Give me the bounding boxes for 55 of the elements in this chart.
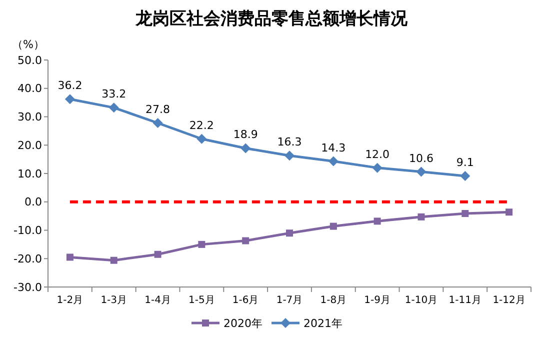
y-tick-label: -30.0 [14, 280, 42, 294]
point [328, 156, 338, 166]
point [284, 150, 294, 161]
point [196, 134, 207, 144]
point [330, 222, 337, 230]
y-tick-label: -20.0 [14, 252, 42, 266]
x-tick-label: 1-2月 [56, 295, 84, 306]
data-label: 9.1 [456, 156, 474, 170]
x-tick-label: 1-3月 [100, 295, 128, 306]
point [374, 218, 381, 225]
x-tick-label: 1-9月 [364, 295, 390, 306]
chart-title: 龙岗区社会消费品零售总额增长情况 [134, 9, 408, 29]
data-label: 33.2 [102, 88, 126, 101]
legend-label: 2021年 [304, 316, 342, 330]
point [154, 250, 162, 258]
point [460, 171, 470, 182]
data-label: 22.2 [189, 118, 214, 132]
y-tick-label: 0.0 [24, 196, 42, 209]
point [506, 208, 513, 216]
x-tick-label: 1-5月 [188, 295, 215, 306]
point [240, 143, 251, 154]
x-tick-label: 1-6月 [232, 295, 259, 306]
x-tick-label: 1-4月 [144, 295, 171, 306]
point [152, 118, 163, 128]
point [108, 102, 119, 113]
y-axis-title: （%） [12, 38, 44, 51]
point [372, 162, 382, 173]
point [198, 240, 206, 248]
data-label: 27.8 [146, 102, 170, 116]
point [66, 254, 74, 261]
point [462, 210, 469, 218]
data-label: 10.6 [408, 152, 434, 165]
y-tick-label: -10.0 [14, 224, 42, 238]
x-tick-label: 1-8月 [320, 295, 347, 306]
y-tick-label: 30.0 [18, 110, 42, 124]
point [242, 237, 250, 244]
data-label: 36.2 [58, 79, 82, 92]
data-label: 14.3 [321, 141, 346, 154]
data-label: 18.9 [233, 128, 258, 142]
x-tick-label: 1-10月 [404, 295, 438, 306]
point [64, 94, 75, 104]
point [110, 256, 118, 264]
y-tick-label: 10.0 [18, 167, 42, 180]
y-tick-label: 20.0 [18, 138, 42, 152]
point [418, 213, 425, 220]
point [416, 166, 426, 177]
legend-label: 2020年 [224, 316, 262, 330]
y-tick-label: 50.0 [18, 54, 42, 67]
data-label: 12.0 [365, 148, 390, 161]
y-tick-label: 40.0 [18, 82, 42, 96]
x-tick-label: 1-7月 [276, 295, 303, 306]
x-tick-label: 1-12月 [492, 295, 526, 306]
point [286, 230, 293, 237]
x-tick-label: 1-11月 [448, 295, 482, 306]
data-label: 16.3 [277, 136, 302, 149]
